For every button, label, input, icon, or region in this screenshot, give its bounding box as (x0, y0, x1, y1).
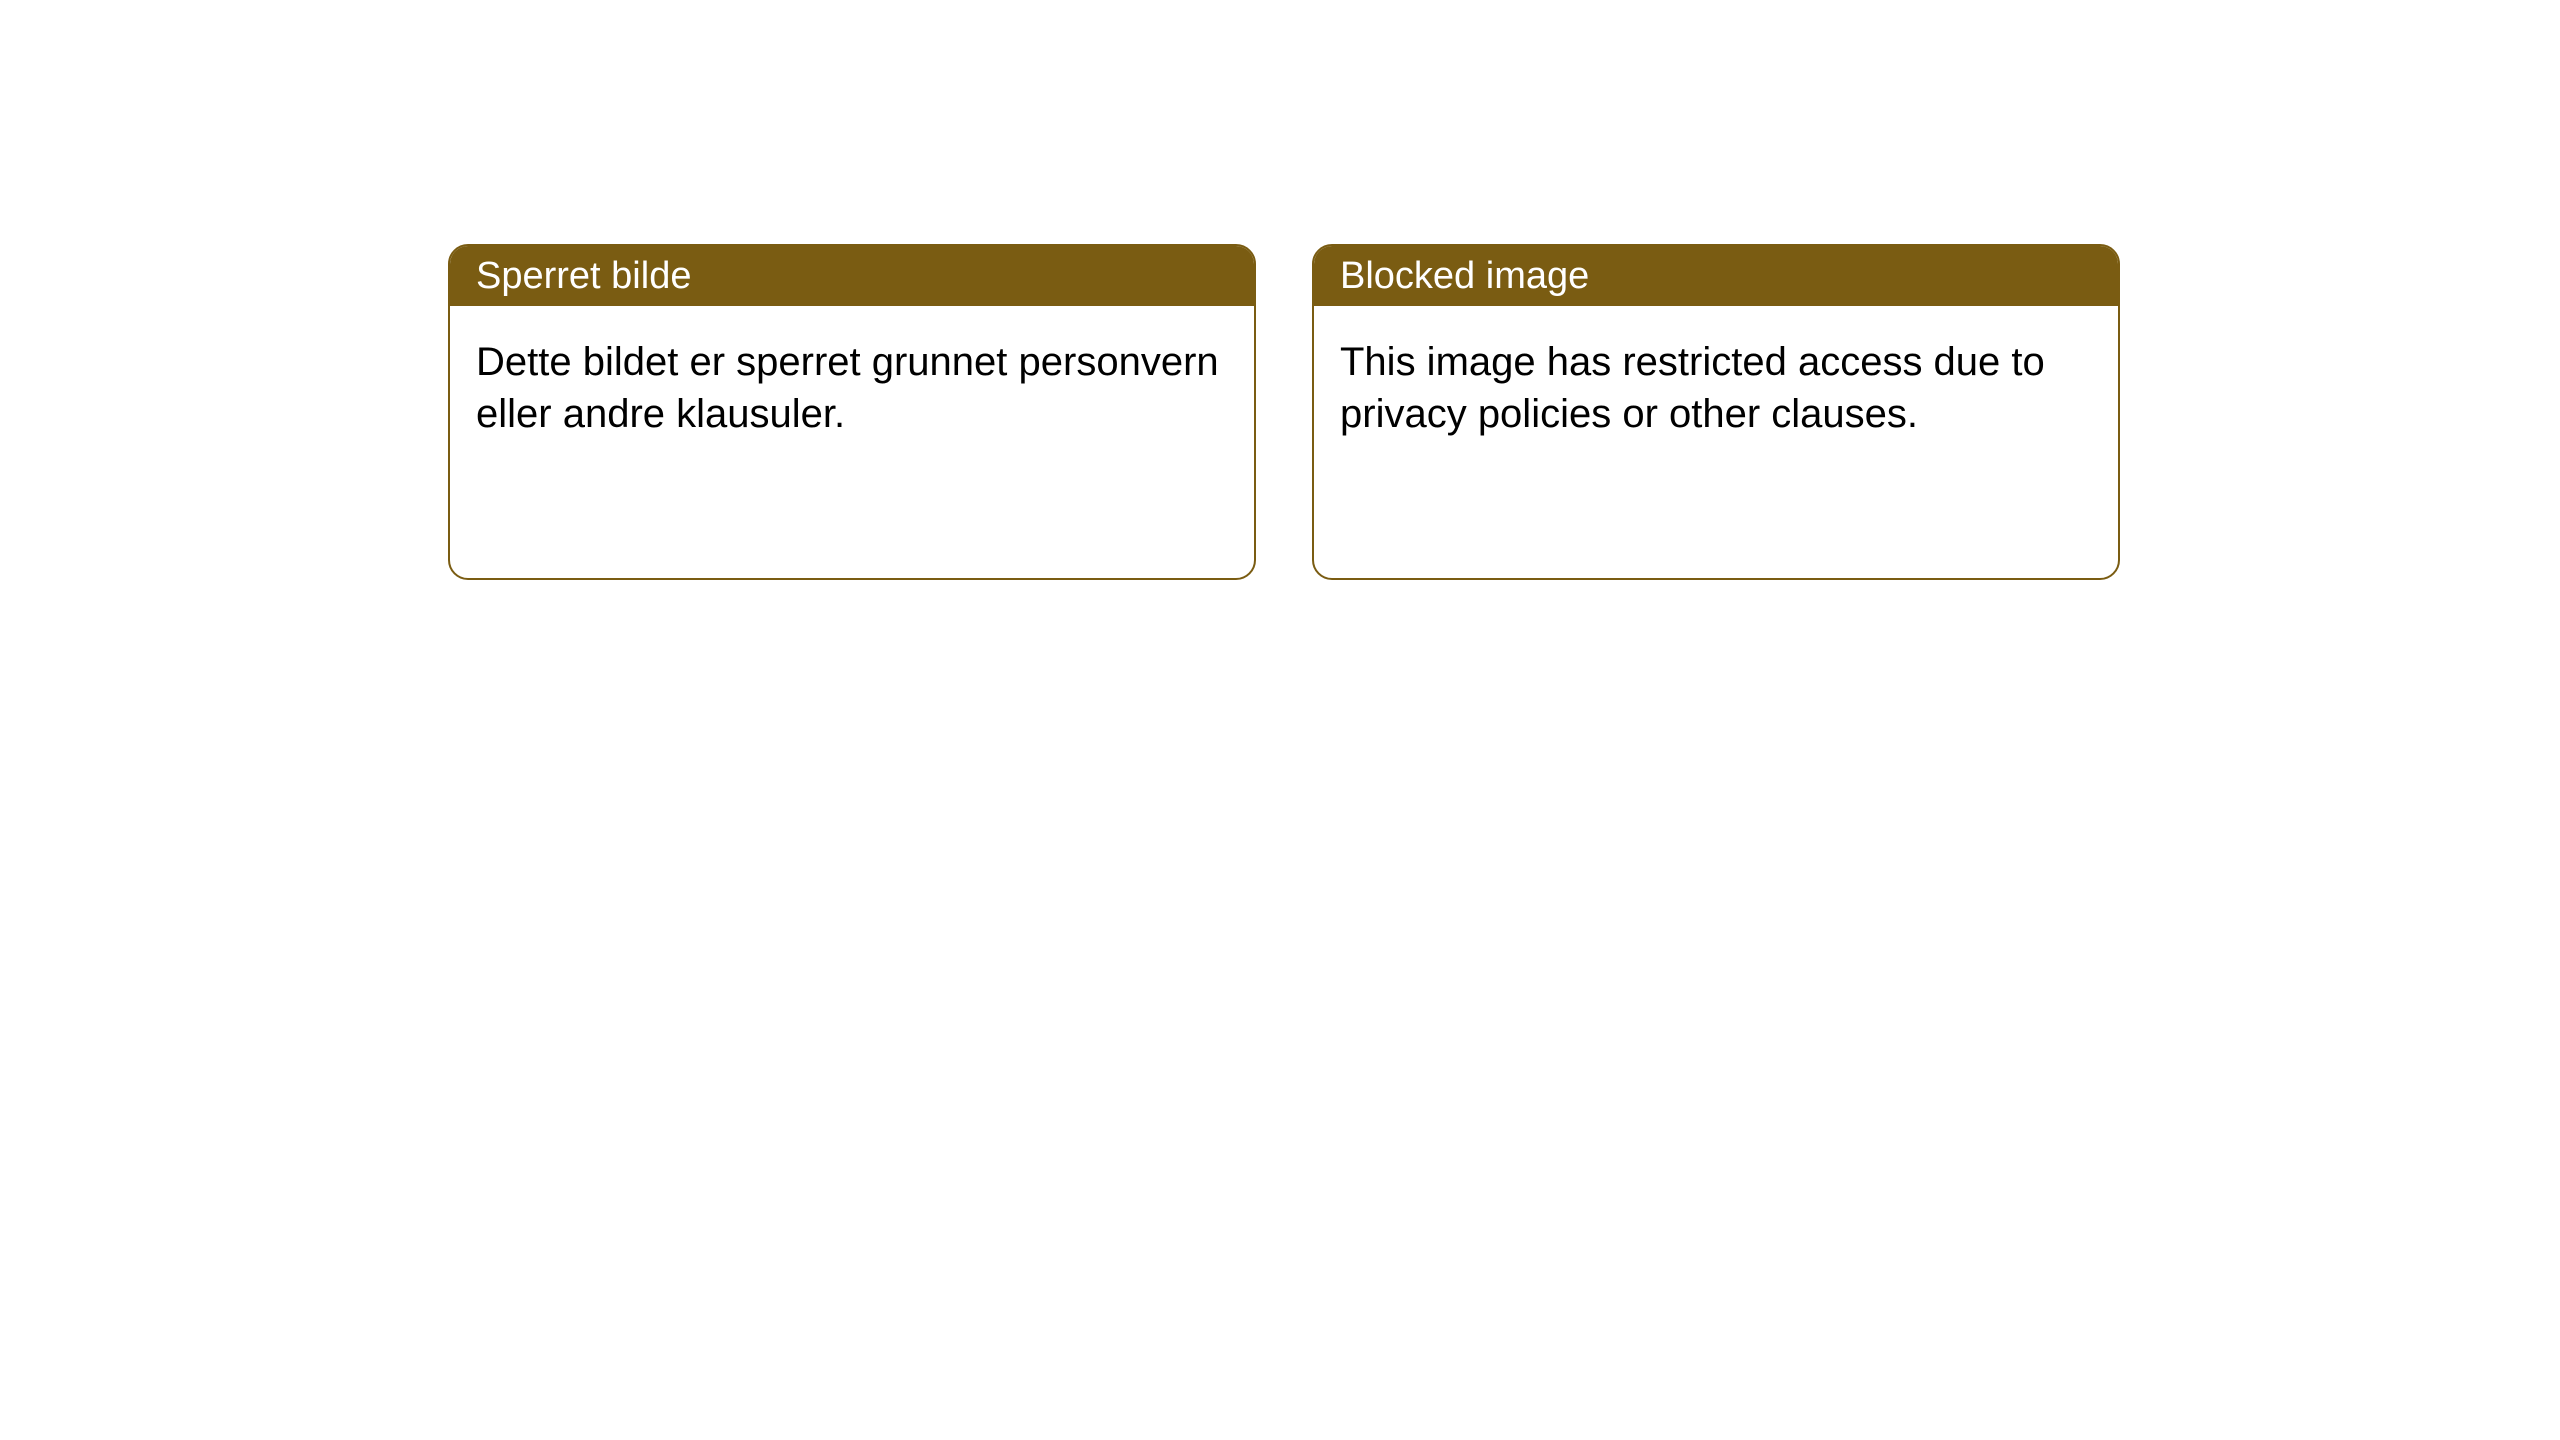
blocked-image-card-norwegian: Sperret bilde Dette bildet er sperret gr… (448, 244, 1256, 580)
blocked-image-card-english: Blocked image This image has restricted … (1312, 244, 2120, 580)
card-body: Dette bildet er sperret grunnet personve… (450, 306, 1254, 470)
card-body-message: This image has restricted access due to … (1340, 336, 2092, 440)
blocked-image-cards-container: Sperret bilde Dette bildet er sperret gr… (448, 244, 2120, 580)
card-body-message: Dette bildet er sperret grunnet personve… (476, 336, 1228, 440)
card-header-title: Sperret bilde (476, 255, 691, 298)
card-header: Sperret bilde (450, 246, 1254, 306)
card-header-title: Blocked image (1340, 255, 1589, 298)
card-body: This image has restricted access due to … (1314, 306, 2118, 470)
card-header: Blocked image (1314, 246, 2118, 306)
